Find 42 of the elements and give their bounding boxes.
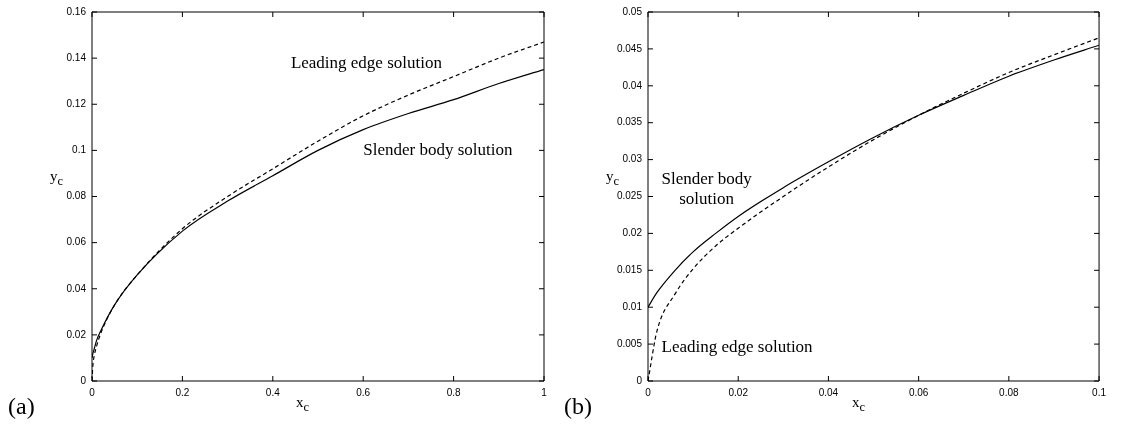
y-tick-label: 0.08	[66, 190, 87, 202]
y-tick-label: 0	[636, 374, 643, 386]
y-tick-label: 0.14	[66, 51, 87, 63]
series-label: Leading edge solution	[661, 337, 814, 357]
y-tick-label: 0.1	[72, 144, 87, 156]
y-tick-label: 0.02	[66, 328, 87, 340]
y-tick-label: 0.04	[622, 79, 643, 91]
y-tick-label: 0.12	[66, 98, 87, 109]
x-tick-label: 0.02	[728, 386, 749, 398]
text: (b)	[564, 393, 592, 420]
y-axis-title: y$_{c}$	[50, 168, 64, 189]
y-tick-label: 0.035	[616, 116, 643, 128]
y-tick-label: 0.025	[616, 190, 643, 202]
y-axis-title: y$_{c}$	[606, 168, 620, 189]
y-tick-label: 0.01	[622, 300, 643, 312]
y-tick-label: 0.03	[622, 153, 643, 165]
y-tick-label: 0	[80, 374, 87, 386]
x-tick-label: 0.04	[818, 386, 839, 398]
y-tick-label: 0.06	[66, 236, 87, 248]
x-tick-label: 0.2	[175, 386, 190, 398]
y-tick-label: 0.16	[66, 5, 87, 17]
y-tick-label: 0.05	[622, 5, 643, 17]
series-label: Slender body solution	[661, 169, 753, 209]
x-axis-title: x$_{c}$	[296, 394, 310, 415]
x-tick-label: 0.4	[265, 386, 281, 398]
x-tick-label: 1	[541, 386, 548, 398]
series-label: Leading edge solution	[290, 53, 443, 73]
x-axis-title: x$_{c}$	[852, 394, 866, 415]
y-tick-label: 0.04	[66, 282, 87, 294]
text: (a)	[8, 393, 35, 420]
x-tick-label: 0.06	[908, 386, 929, 398]
x-tick-label: 0	[645, 386, 652, 398]
x-tick-label: 0	[89, 386, 96, 398]
x-tick-label: 0.8	[446, 386, 461, 398]
y-tick-label: 0.015	[616, 264, 643, 276]
y-tick-label: 0.005	[616, 337, 643, 349]
y-tick-label: 0.02	[622, 227, 643, 239]
x-tick-label: 0.08	[999, 386, 1020, 398]
y-tick-label: 0.045	[616, 42, 643, 54]
x-tick-label: 0.1	[1092, 386, 1107, 398]
x-tick-label: 0.6	[356, 386, 371, 398]
legend-label: Slender body solution	[363, 139, 513, 159]
